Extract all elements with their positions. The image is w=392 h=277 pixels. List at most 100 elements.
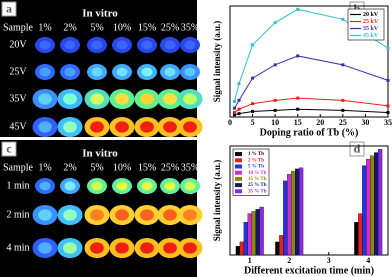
bar bbox=[255, 209, 260, 256]
legend-swatch bbox=[235, 170, 242, 175]
panel-label-box bbox=[1, 1, 17, 17]
row-label: 2 min bbox=[6, 209, 29, 220]
fluorescence-core bbox=[140, 209, 154, 221]
fluorescence-core bbox=[163, 209, 177, 221]
fluorescence-core bbox=[115, 242, 129, 254]
fluorescence-core bbox=[115, 93, 129, 105]
point bbox=[273, 63, 277, 67]
legend-label: 15 % Tb bbox=[248, 177, 267, 182]
bar bbox=[251, 211, 256, 256]
column-header: 5% bbox=[90, 162, 103, 173]
column-header: Sample bbox=[3, 22, 34, 33]
point bbox=[237, 107, 241, 111]
fluorescence-core bbox=[63, 242, 77, 254]
bar bbox=[295, 168, 300, 256]
x-tick-label: 3 bbox=[327, 256, 331, 265]
legend-label: 35 % Tb bbox=[248, 189, 267, 194]
legend-swatch bbox=[235, 183, 242, 188]
fluorescence-core bbox=[38, 93, 52, 105]
fluorescence-core bbox=[38, 121, 52, 133]
x-tick-label: 15 bbox=[294, 118, 302, 127]
point bbox=[237, 82, 241, 86]
fluorescence-core bbox=[64, 40, 76, 50]
x-tick-label: 1 bbox=[248, 256, 252, 265]
fluorescence-core bbox=[39, 40, 51, 50]
panel-label: c bbox=[6, 141, 12, 155]
fluorescence-core bbox=[163, 93, 177, 105]
x-tick-label: 2 bbox=[287, 256, 291, 265]
point bbox=[341, 17, 345, 21]
bar bbox=[366, 158, 371, 256]
bar bbox=[287, 174, 292, 256]
fluorescence-core bbox=[183, 242, 197, 254]
fluorescence-core bbox=[164, 40, 176, 50]
fluorescence-core bbox=[163, 121, 177, 133]
row-label: 1 min bbox=[6, 180, 29, 191]
column-header: 5% bbox=[90, 22, 103, 33]
legend-label: 45 kV bbox=[363, 33, 379, 39]
bar bbox=[247, 213, 252, 256]
fluorescence-core bbox=[115, 209, 129, 221]
fluorescence-core bbox=[184, 181, 196, 191]
point bbox=[386, 46, 390, 50]
legend-label: 35 kV bbox=[363, 26, 379, 32]
point bbox=[341, 63, 345, 67]
x-tick-label: 4 bbox=[366, 256, 370, 265]
fluorescence-core bbox=[39, 67, 51, 77]
legend-label: 1 % Tb bbox=[248, 152, 264, 157]
bar bbox=[298, 167, 304, 256]
point bbox=[296, 96, 300, 100]
legend-label: 10 % Tb bbox=[248, 171, 267, 176]
fluorescence-core bbox=[140, 121, 154, 133]
point bbox=[386, 111, 390, 115]
fluorescence-core bbox=[63, 209, 77, 221]
legend-label: 25 % Tb bbox=[248, 183, 267, 188]
fluorescence-core bbox=[164, 67, 176, 77]
fluorescence-core bbox=[140, 93, 154, 105]
image-title: In vitro bbox=[82, 8, 118, 20]
column-header: 2% bbox=[63, 162, 76, 173]
point bbox=[251, 109, 255, 113]
panel-label: d bbox=[354, 141, 361, 155]
series-line bbox=[234, 55, 389, 109]
x-tick-label: 5 bbox=[251, 118, 255, 127]
legend-swatch bbox=[235, 158, 242, 163]
fluorescence-core bbox=[90, 93, 104, 105]
point bbox=[273, 98, 277, 102]
bar bbox=[370, 155, 375, 256]
legend-swatch bbox=[235, 176, 242, 181]
fluorescence-core bbox=[39, 181, 51, 191]
point bbox=[233, 99, 237, 103]
fluorescence-core bbox=[140, 242, 154, 254]
point bbox=[251, 43, 255, 47]
point bbox=[296, 107, 300, 111]
bar bbox=[243, 222, 248, 256]
column-header: 15% bbox=[138, 22, 156, 33]
fluorescence-core bbox=[64, 67, 76, 77]
fluorescence-core bbox=[90, 209, 104, 221]
fluorescence-core bbox=[183, 93, 197, 105]
bar bbox=[235, 246, 241, 256]
row-label: 45V bbox=[9, 121, 27, 132]
row-label: 4 min bbox=[6, 242, 29, 253]
legend-swatch bbox=[235, 152, 242, 157]
fluorescence-core bbox=[116, 181, 128, 191]
fluorescence-core bbox=[90, 121, 104, 133]
legend-label: 2 % Tb bbox=[248, 158, 264, 163]
fluorescence-core bbox=[38, 209, 52, 221]
point bbox=[296, 7, 300, 11]
bar bbox=[377, 149, 383, 256]
fluorescence-core bbox=[38, 242, 52, 254]
row-label: 20V bbox=[9, 39, 27, 50]
legend-label: 20 kV bbox=[363, 12, 379, 18]
point bbox=[233, 113, 237, 117]
column-header: 25% bbox=[161, 22, 179, 33]
fluorescence-core bbox=[115, 121, 129, 133]
point bbox=[386, 78, 390, 82]
column-header: 2% bbox=[63, 22, 76, 33]
x-tick-label: 20 bbox=[316, 118, 324, 127]
fluorescence-core bbox=[63, 121, 77, 133]
point bbox=[233, 106, 237, 110]
column-header: 35% bbox=[181, 22, 199, 33]
panel-label-box bbox=[1, 141, 17, 157]
